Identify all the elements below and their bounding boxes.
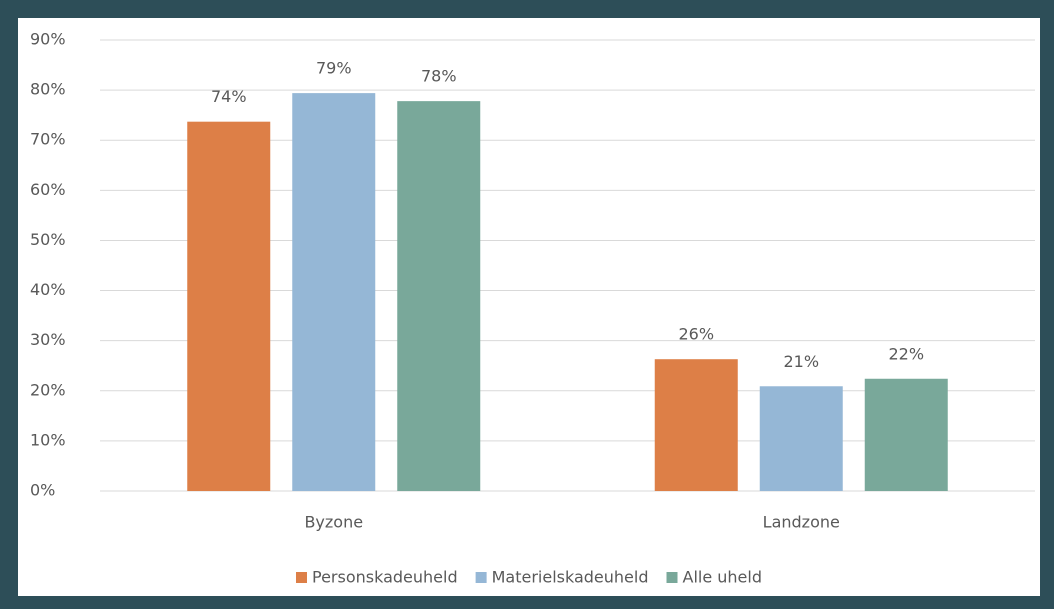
bar [759,386,843,491]
legend-swatch [295,572,307,583]
y-tick-label: 50% [30,230,66,249]
data-label: 26% [678,325,714,344]
chart-area [18,18,1040,596]
y-tick-label: 0% [30,481,55,500]
y-tick-label: 10% [30,430,66,449]
data-label: 22% [888,344,924,363]
bar [187,121,271,491]
bar [654,359,738,491]
data-label: 74% [211,87,247,106]
y-tick-label: 60% [30,180,66,199]
bar [864,378,948,491]
y-tick-label: 40% [30,280,66,299]
bar [292,93,376,492]
y-tick-label: 70% [30,130,66,149]
data-label: 79% [316,59,352,78]
legend-label: Personskadeuheld [312,568,458,587]
legend-label: Alle uheld [683,568,763,587]
y-tick-label: 30% [30,330,66,349]
x-tick-label: Byzone [304,513,363,532]
y-tick-label: 80% [30,80,66,99]
legend-label: Materielskadeuheld [492,568,649,587]
data-label: 78% [421,67,457,86]
legend-swatch [475,572,487,583]
x-tick-label: Landzone [763,513,840,532]
bar [397,101,481,491]
data-label: 21% [783,352,819,371]
y-tick-label: 90% [30,30,66,49]
y-tick-label: 20% [30,380,66,399]
legend-swatch [666,572,678,583]
